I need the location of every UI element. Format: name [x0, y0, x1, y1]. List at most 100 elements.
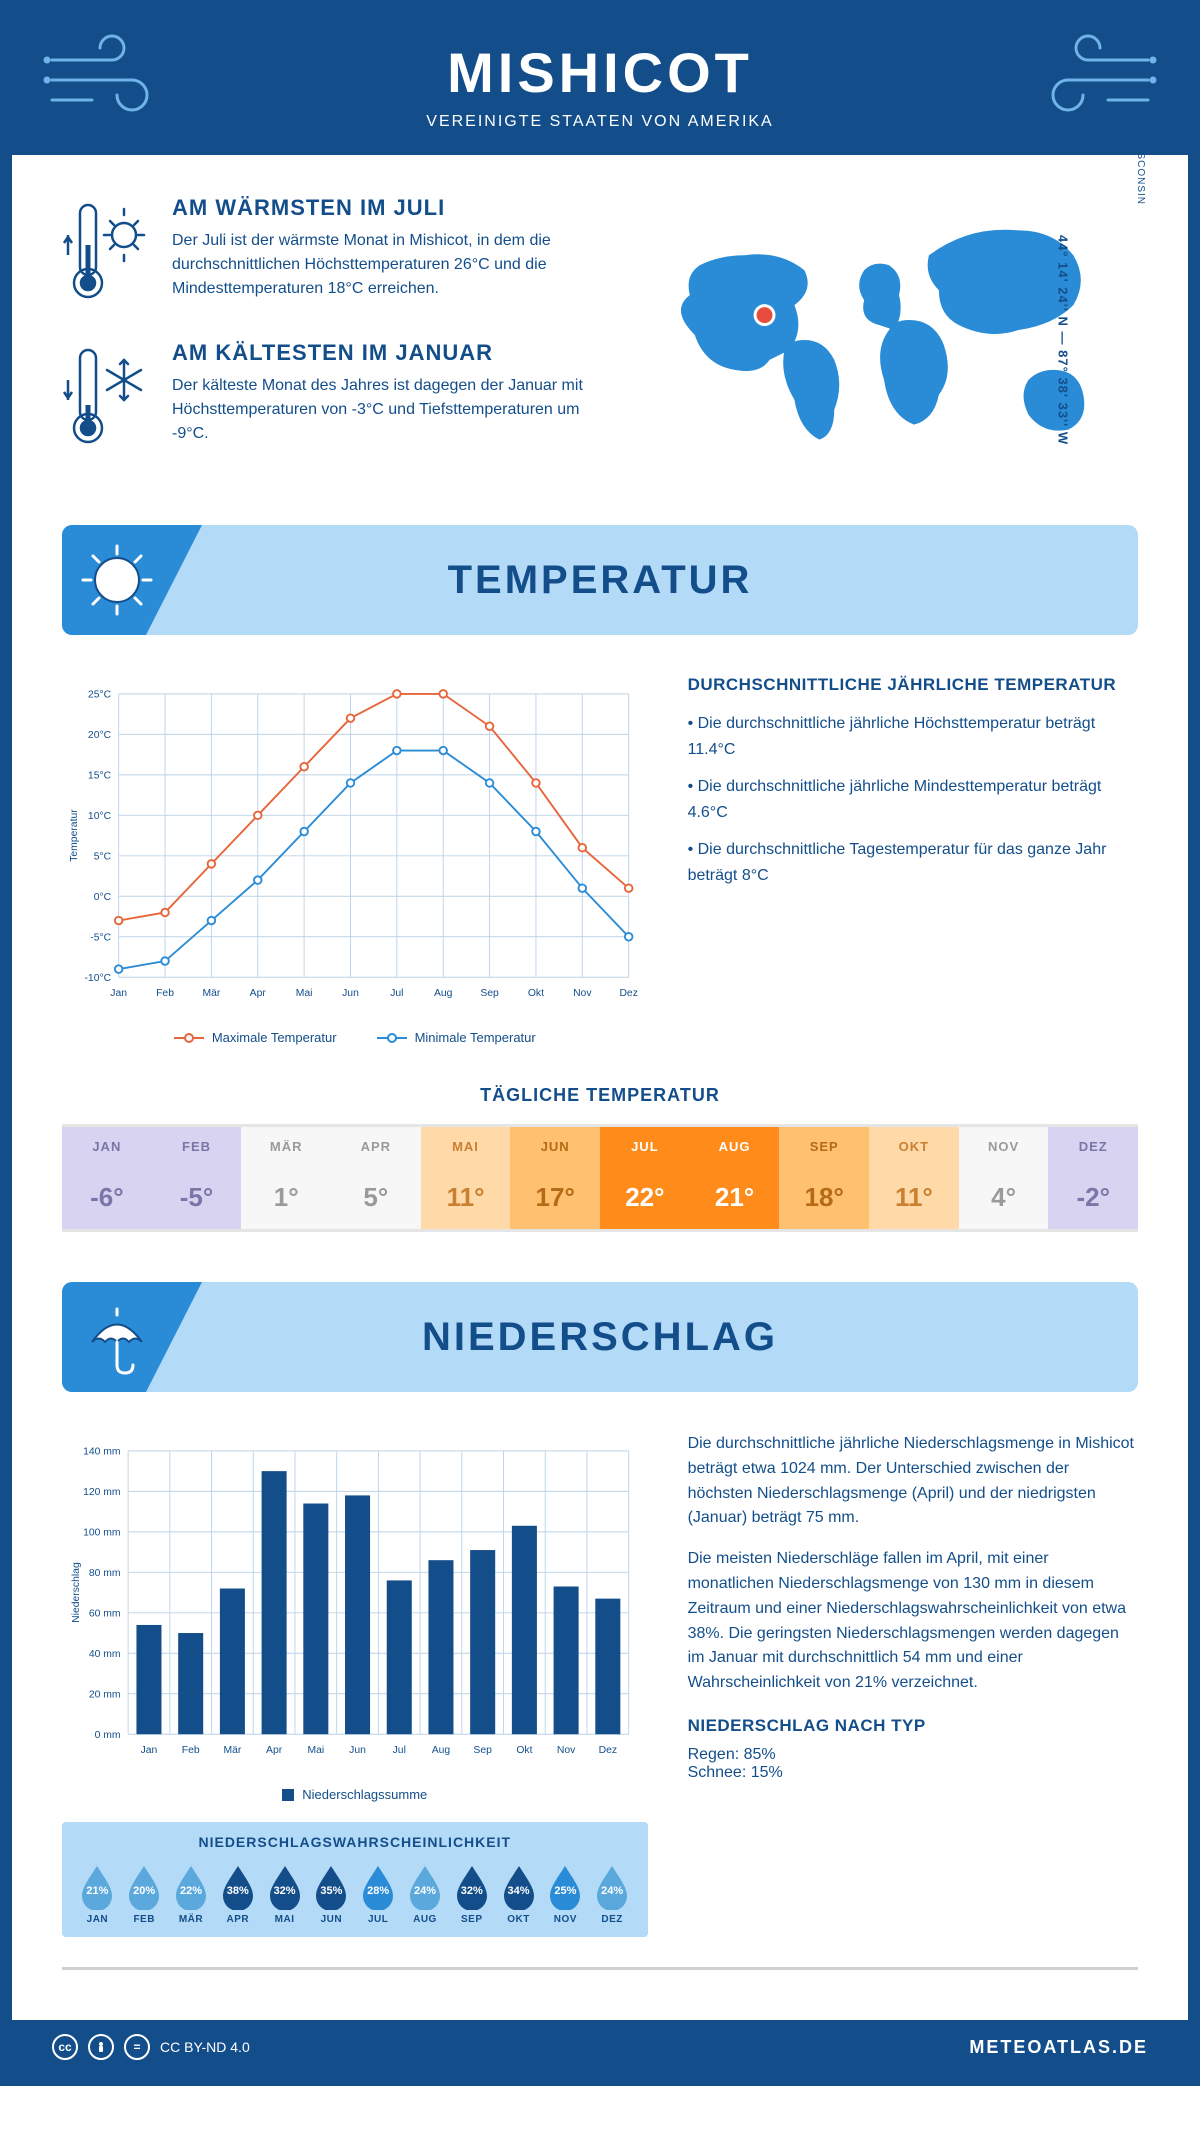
precip-prob-drop: 34% OKT [495, 1862, 542, 1925]
intro-row: AM WÄRMSTEN IM JULI Der Juli ist der wär… [62, 195, 1138, 485]
temp-cell: NOV4° [959, 1127, 1049, 1229]
temp-bullet: Die durchschnittliche jährliche Mindestt… [688, 774, 1138, 825]
divider [62, 1967, 1138, 1970]
svg-text:Jun: Jun [349, 1745, 366, 1756]
precip-prob-drop: 20% FEB [121, 1862, 168, 1925]
precip-prob-title: NIEDERSCHLAGSWAHRSCHEINLICHKEIT [74, 1834, 636, 1850]
svg-text:Feb: Feb [156, 988, 174, 999]
precip-text-2: Die meisten Niederschläge fallen im Apri… [688, 1547, 1138, 1696]
fact-coldest-title: AM KÄLTESTEN IM JANUAR [172, 340, 610, 366]
svg-text:5°C: 5°C [94, 852, 112, 863]
precip-prob-drop: 25% NOV [542, 1862, 589, 1925]
svg-text:25°C: 25°C [88, 690, 112, 701]
section-banner-temperature: TEMPERATUR [62, 525, 1138, 635]
daily-temp-title: TÄGLICHE TEMPERATUR [62, 1085, 1138, 1106]
thermometer-cold-icon [62, 340, 152, 455]
svg-text:Dez: Dez [599, 1745, 617, 1756]
temp-cell: OKT11° [869, 1127, 959, 1229]
umbrella-icon [62, 1282, 202, 1392]
fact-warmest-title: AM WÄRMSTEN IM JULI [172, 195, 610, 221]
svg-text:-10°C: -10°C [84, 973, 111, 984]
svg-text:0°C: 0°C [94, 892, 112, 903]
svg-text:0 mm: 0 mm [95, 1730, 121, 1741]
svg-text:120 mm: 120 mm [83, 1487, 120, 1498]
legend-precip-sum: Niederschlagssumme [282, 1787, 427, 1802]
precip-prob-drop: 21% JAN [74, 1862, 121, 1925]
svg-text:Okt: Okt [516, 1745, 532, 1756]
svg-text:-5°C: -5°C [90, 933, 111, 944]
precip-bar-chart: 0 mm20 mm40 mm60 mm80 mm100 mm120 mm140 … [62, 1432, 648, 1772]
precip-prob-drop: 38% APR [214, 1862, 261, 1925]
svg-text:20°C: 20°C [88, 730, 112, 741]
svg-text:Jan: Jan [110, 988, 127, 999]
by-icon [88, 2034, 114, 2060]
precip-type-title: NIEDERSCHLAG NACH TYP [688, 1716, 1138, 1736]
precip-prob-drop: 35% JUN [308, 1862, 355, 1925]
page-title: MISHICOT [12, 40, 1188, 105]
section-title-temperature: TEMPERATUR [448, 558, 753, 603]
svg-text:Mai: Mai [296, 988, 313, 999]
fact-warmest-text: Der Juli ist der wärmste Monat in Mishic… [172, 229, 610, 301]
temp-cell: APR5° [331, 1127, 421, 1229]
temp-cell: DEZ-2° [1048, 1127, 1138, 1229]
svg-text:Mär: Mär [202, 988, 220, 999]
sun-icon [62, 525, 202, 635]
svg-text:Jul: Jul [393, 1745, 406, 1756]
precip-probability-box: NIEDERSCHLAGSWAHRSCHEINLICHKEIT 21% JAN … [62, 1822, 648, 1937]
legend-max-temp: Maximale Temperatur [174, 1030, 337, 1045]
svg-text:Jun: Jun [342, 988, 359, 999]
wind-icon-right [1028, 30, 1158, 125]
legend-min-temp: Minimale Temperatur [377, 1030, 536, 1045]
temp-cell: JUN17° [510, 1127, 600, 1229]
page-subtitle: VEREINIGTE STAATEN VON AMERIKA [12, 113, 1188, 131]
cc-icon: cc [52, 2034, 78, 2060]
svg-text:Sep: Sep [473, 1745, 492, 1756]
section-title-precip: NIEDERSCHLAG [422, 1315, 778, 1360]
svg-text:Sep: Sep [480, 988, 499, 999]
svg-text:Jul: Jul [390, 988, 403, 999]
infographic-frame: MISHICOT VEREINIGTE STAATEN VON AMERIKA [0, 0, 1200, 2086]
svg-text:Nov: Nov [573, 988, 592, 999]
temp-cell: AUG21° [690, 1127, 780, 1229]
fact-coldest: AM KÄLTESTEN IM JANUAR Der kälteste Mona… [62, 340, 610, 455]
temp-cell: FEB-5° [152, 1127, 242, 1229]
svg-text:40 mm: 40 mm [89, 1649, 121, 1660]
temperature-line-chart: -10°C -5°C 0°C 5°C 10°C 15°C 20°C 25°C Jan Feb Mär… [62, 675, 648, 1045]
temp-bullet: Die durchschnittliche Tagestemperatur fü… [688, 837, 1138, 888]
thermometer-hot-icon [62, 195, 152, 310]
svg-text:Mai: Mai [307, 1745, 324, 1756]
temp-cell: JAN-6° [62, 1127, 152, 1229]
footer-band: cc = CC BY-ND 4.0 METEOATLAS.DE [12, 2020, 1188, 2074]
wind-icon-left [42, 30, 172, 125]
svg-text:10°C: 10°C [88, 811, 112, 822]
svg-text:Mär: Mär [223, 1745, 241, 1756]
precip-prob-drop: 28% JUL [355, 1862, 402, 1925]
svg-text:Apr: Apr [250, 988, 267, 999]
temp-bullet: Die durchschnittliche jährliche Höchstte… [688, 711, 1138, 762]
precip-type-item: Schnee: 15% [688, 1764, 1138, 1782]
svg-text:Aug: Aug [434, 988, 453, 999]
svg-text:Nov: Nov [557, 1745, 576, 1756]
daily-temp-table: JAN-6°FEB-5°MÄR1°APR5°MAI11°JUN17°JUL22°… [62, 1124, 1138, 1232]
precip-prob-drop: 22% MÄR [168, 1862, 215, 1925]
svg-text:Aug: Aug [432, 1745, 451, 1756]
svg-text:Temperatur: Temperatur [69, 809, 80, 862]
svg-text:Dez: Dez [619, 988, 637, 999]
precip-prob-drop: 24% DEZ [589, 1862, 636, 1925]
svg-text:Niederschlag: Niederschlag [71, 1562, 82, 1623]
svg-text:Okt: Okt [528, 988, 544, 999]
temp-cell: JUL22° [600, 1127, 690, 1229]
precip-prob-drop: 32% MAI [261, 1862, 308, 1925]
region-label: WISCONSIN [1135, 138, 1146, 205]
svg-text:Feb: Feb [182, 1745, 200, 1756]
temp-summary-title: DURCHSCHNITTLICHE JÄHRLICHE TEMPERATUR [688, 675, 1138, 695]
fact-warmest: AM WÄRMSTEN IM JULI Der Juli ist der wär… [62, 195, 610, 310]
fact-coldest-text: Der kälteste Monat des Jahres ist dagege… [172, 374, 610, 446]
precip-prob-drop: 24% AUG [402, 1862, 449, 1925]
section-banner-precip: NIEDERSCHLAG [62, 1282, 1138, 1392]
svg-text:80 mm: 80 mm [89, 1568, 121, 1579]
temp-cell: MAI11° [421, 1127, 511, 1229]
precip-text-1: Die durchschnittliche jährliche Niedersc… [688, 1432, 1138, 1531]
svg-text:60 mm: 60 mm [89, 1609, 121, 1620]
svg-text:15°C: 15°C [88, 771, 112, 782]
